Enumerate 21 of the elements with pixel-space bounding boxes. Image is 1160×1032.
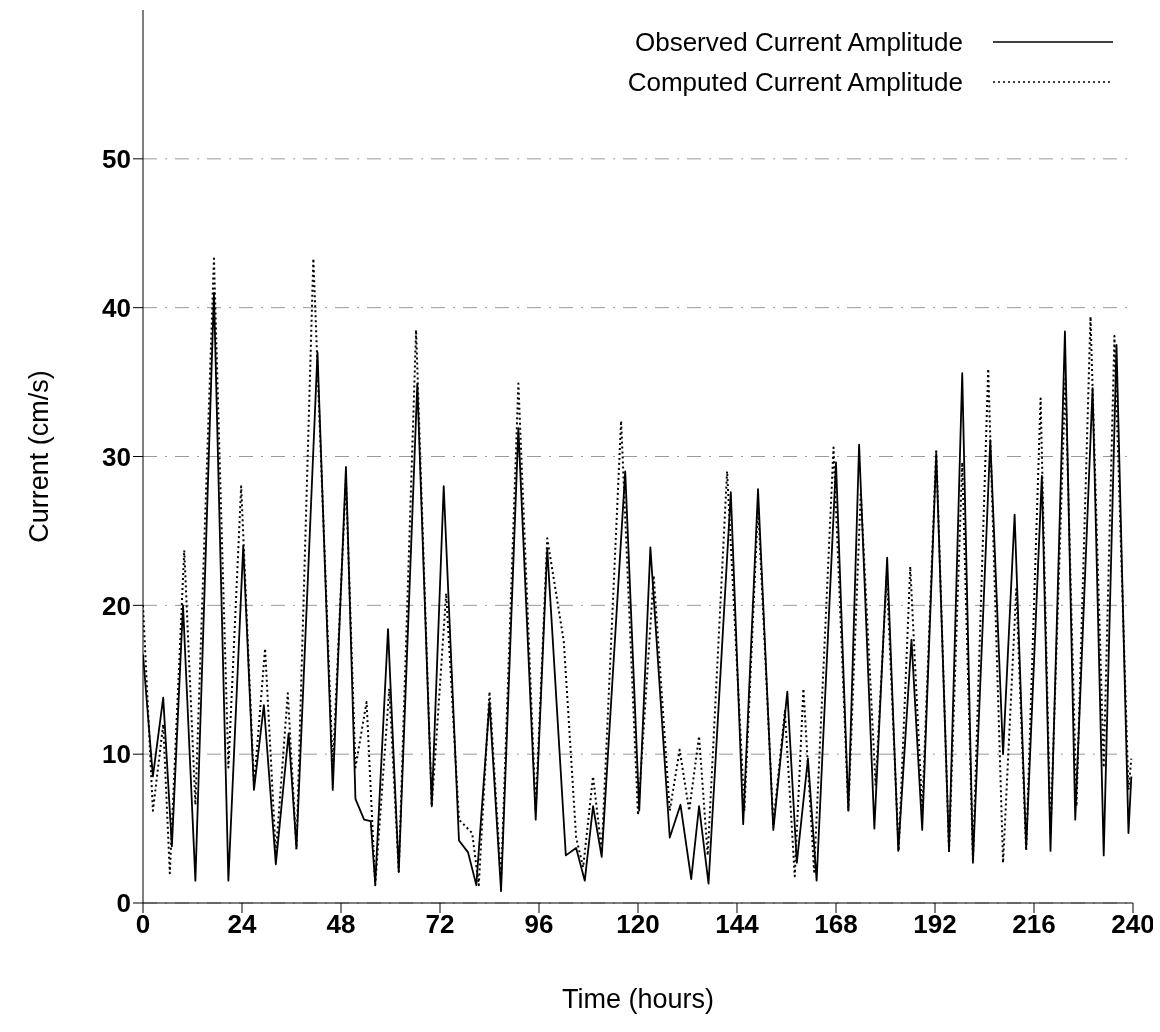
- legend-label: Computed Current Amplitude: [627, 66, 963, 98]
- y-tick-label: 30: [102, 441, 131, 472]
- x-tick-label: 192: [913, 909, 957, 940]
- y-tick-label: 20: [102, 590, 131, 621]
- x-tick-label: 144: [715, 909, 760, 940]
- y-tick-label: 40: [102, 292, 131, 323]
- x-tick-label: 216: [1012, 909, 1056, 940]
- x-tick-label: 48: [326, 909, 356, 940]
- x-tick-label: 96: [524, 909, 554, 940]
- y-tick-label: 10: [102, 739, 131, 770]
- x-tick-label: 240: [1111, 909, 1155, 940]
- y-tick-label: 50: [102, 144, 131, 175]
- x-tick-label: 0: [135, 909, 151, 940]
- y-tick-label: 0: [116, 888, 131, 919]
- x-tick-label: 72: [425, 909, 455, 940]
- x-tick-label: 24: [227, 909, 257, 940]
- x-tick-label: 120: [616, 909, 660, 940]
- x-axis-title: Time (hours): [561, 984, 715, 1014]
- y-axis-title: Current (cm/s): [23, 370, 54, 543]
- x-tick-label: 168: [814, 909, 858, 940]
- legend-label: Observed Current Amplitude: [634, 26, 963, 58]
